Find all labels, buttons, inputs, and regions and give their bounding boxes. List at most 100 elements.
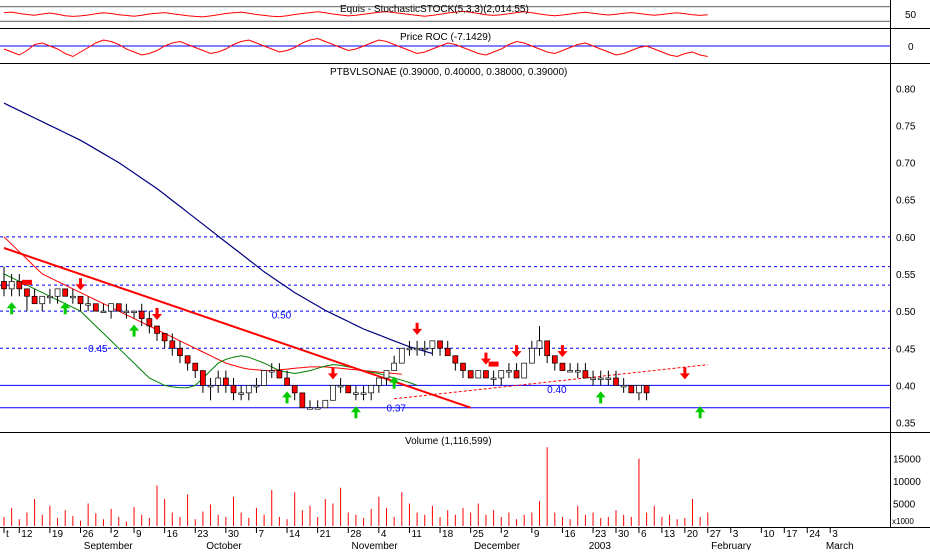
roc-title: Price ROC (-7.1429) bbox=[400, 32, 491, 43]
candle-body bbox=[368, 385, 375, 394]
candle-body bbox=[398, 347, 405, 364]
candle-body bbox=[47, 295, 53, 299]
x-month-label: October bbox=[206, 541, 242, 550]
x-day-label: 30 bbox=[618, 529, 630, 540]
x-day-label: 2 bbox=[113, 529, 119, 540]
price-tick-label: 0.65 bbox=[896, 196, 916, 207]
x-day-label: 19 bbox=[52, 529, 64, 540]
x-day-label: 25 bbox=[473, 529, 485, 540]
candle-body bbox=[483, 370, 489, 379]
x-day-label: 17 bbox=[786, 529, 798, 540]
candle-body bbox=[154, 325, 160, 334]
candle-body bbox=[85, 303, 92, 306]
candle-body bbox=[582, 370, 589, 379]
candle-body bbox=[314, 407, 321, 410]
candle-body bbox=[245, 385, 252, 394]
candle-body bbox=[643, 385, 650, 394]
price-tick-label: 0.60 bbox=[896, 233, 916, 244]
buy-signal-arrow bbox=[60, 302, 71, 315]
buy-signal-arrow bbox=[389, 376, 400, 389]
x-month-label: September bbox=[84, 541, 134, 550]
candle-body bbox=[544, 340, 551, 357]
candle-body bbox=[345, 385, 352, 394]
x-day-label: 10 bbox=[763, 529, 775, 540]
volume-tick-label: 5000 bbox=[893, 500, 916, 511]
price-title: PTBVLSONAE (0.39000, 0.40000, 0.38000, 0… bbox=[330, 67, 567, 78]
candle-body bbox=[92, 303, 99, 312]
candle-body bbox=[452, 355, 459, 364]
x-day-label: t bbox=[6, 529, 9, 540]
x-day-label: 23 bbox=[595, 529, 607, 540]
x-day-label: 2 bbox=[503, 529, 509, 540]
candle-body bbox=[115, 303, 122, 312]
candle-body bbox=[108, 303, 114, 312]
candle-body bbox=[39, 295, 46, 305]
candle-body bbox=[421, 347, 428, 351]
x-day-label: 13 bbox=[664, 529, 676, 540]
stochastic-title: Equis - StochasticSTOCK(5,3,3)(2,014.55) bbox=[340, 4, 529, 15]
candle-body bbox=[238, 392, 244, 395]
candle-body bbox=[54, 288, 61, 297]
volume-tick-label: 10000 bbox=[893, 477, 921, 488]
candle-body bbox=[391, 362, 397, 371]
sell-signal-arrow bbox=[75, 278, 86, 291]
buy-signal-arrow bbox=[350, 406, 361, 419]
candle-body bbox=[574, 370, 581, 373]
candle-body bbox=[31, 295, 38, 305]
candle-body bbox=[467, 370, 474, 379]
candle-body bbox=[498, 370, 505, 379]
candle-body bbox=[383, 370, 390, 379]
candle-body bbox=[620, 385, 627, 388]
sell-signal-arrow bbox=[480, 352, 491, 365]
x-day-label: 14 bbox=[289, 529, 301, 540]
x-day-label: 11 bbox=[411, 529, 422, 540]
stochastic-line bbox=[3, 10, 708, 18]
roc-line bbox=[3, 37, 708, 58]
x-day-label: 28 bbox=[350, 529, 362, 540]
sell-signal-arrow bbox=[679, 367, 690, 380]
x-day-label: 9 bbox=[136, 529, 142, 540]
x-day-label: 23 bbox=[197, 529, 209, 540]
x-day-label: 3 bbox=[832, 529, 838, 540]
candle-body bbox=[590, 377, 596, 380]
candle-body bbox=[284, 377, 290, 386]
x-day-label: 20 bbox=[687, 529, 699, 540]
buy-signal-arrow bbox=[695, 406, 706, 419]
candle-body bbox=[353, 392, 359, 395]
x-day-label: 27 bbox=[710, 529, 722, 540]
sell-signal-arrow bbox=[412, 322, 423, 335]
x-day-label: 16 bbox=[167, 529, 179, 540]
price-tick-label: 0.55 bbox=[896, 270, 916, 281]
x-day-label: 24 bbox=[809, 529, 821, 540]
candle-body bbox=[628, 385, 635, 394]
sell-signal-arrow bbox=[327, 367, 338, 380]
volume-unit-label: x1000 bbox=[892, 517, 914, 526]
candle-body bbox=[230, 385, 237, 394]
candle-body bbox=[62, 288, 69, 297]
candle-body bbox=[521, 362, 528, 379]
candle-body bbox=[460, 362, 466, 371]
candle-body bbox=[597, 377, 604, 380]
price-tick-label: 0.80 bbox=[896, 84, 916, 95]
x-day-label: 7 bbox=[258, 529, 264, 540]
candle-body bbox=[337, 385, 344, 388]
x-day-label: 3 bbox=[733, 529, 739, 540]
sma-short-line bbox=[3, 273, 418, 389]
uptrend-line bbox=[394, 364, 708, 400]
x-day-label: 12 bbox=[21, 529, 33, 540]
candle-body bbox=[551, 355, 558, 364]
buy-signal-arrow bbox=[129, 324, 140, 337]
price-tick-label: 0.70 bbox=[896, 159, 916, 170]
candle-body bbox=[376, 377, 382, 386]
price-level-label: 0.40 bbox=[547, 385, 567, 396]
x-day-label: 21 bbox=[320, 529, 332, 540]
candle-body bbox=[307, 407, 313, 410]
candle-body bbox=[16, 281, 23, 290]
x-day-label: 9 bbox=[534, 529, 540, 540]
candle-body bbox=[253, 385, 260, 388]
buy-signal-arrow bbox=[282, 391, 293, 404]
price-level-label: 0.37 bbox=[387, 403, 407, 414]
sell-signal-arrow bbox=[152, 308, 162, 320]
x-month-label: November bbox=[352, 541, 399, 550]
